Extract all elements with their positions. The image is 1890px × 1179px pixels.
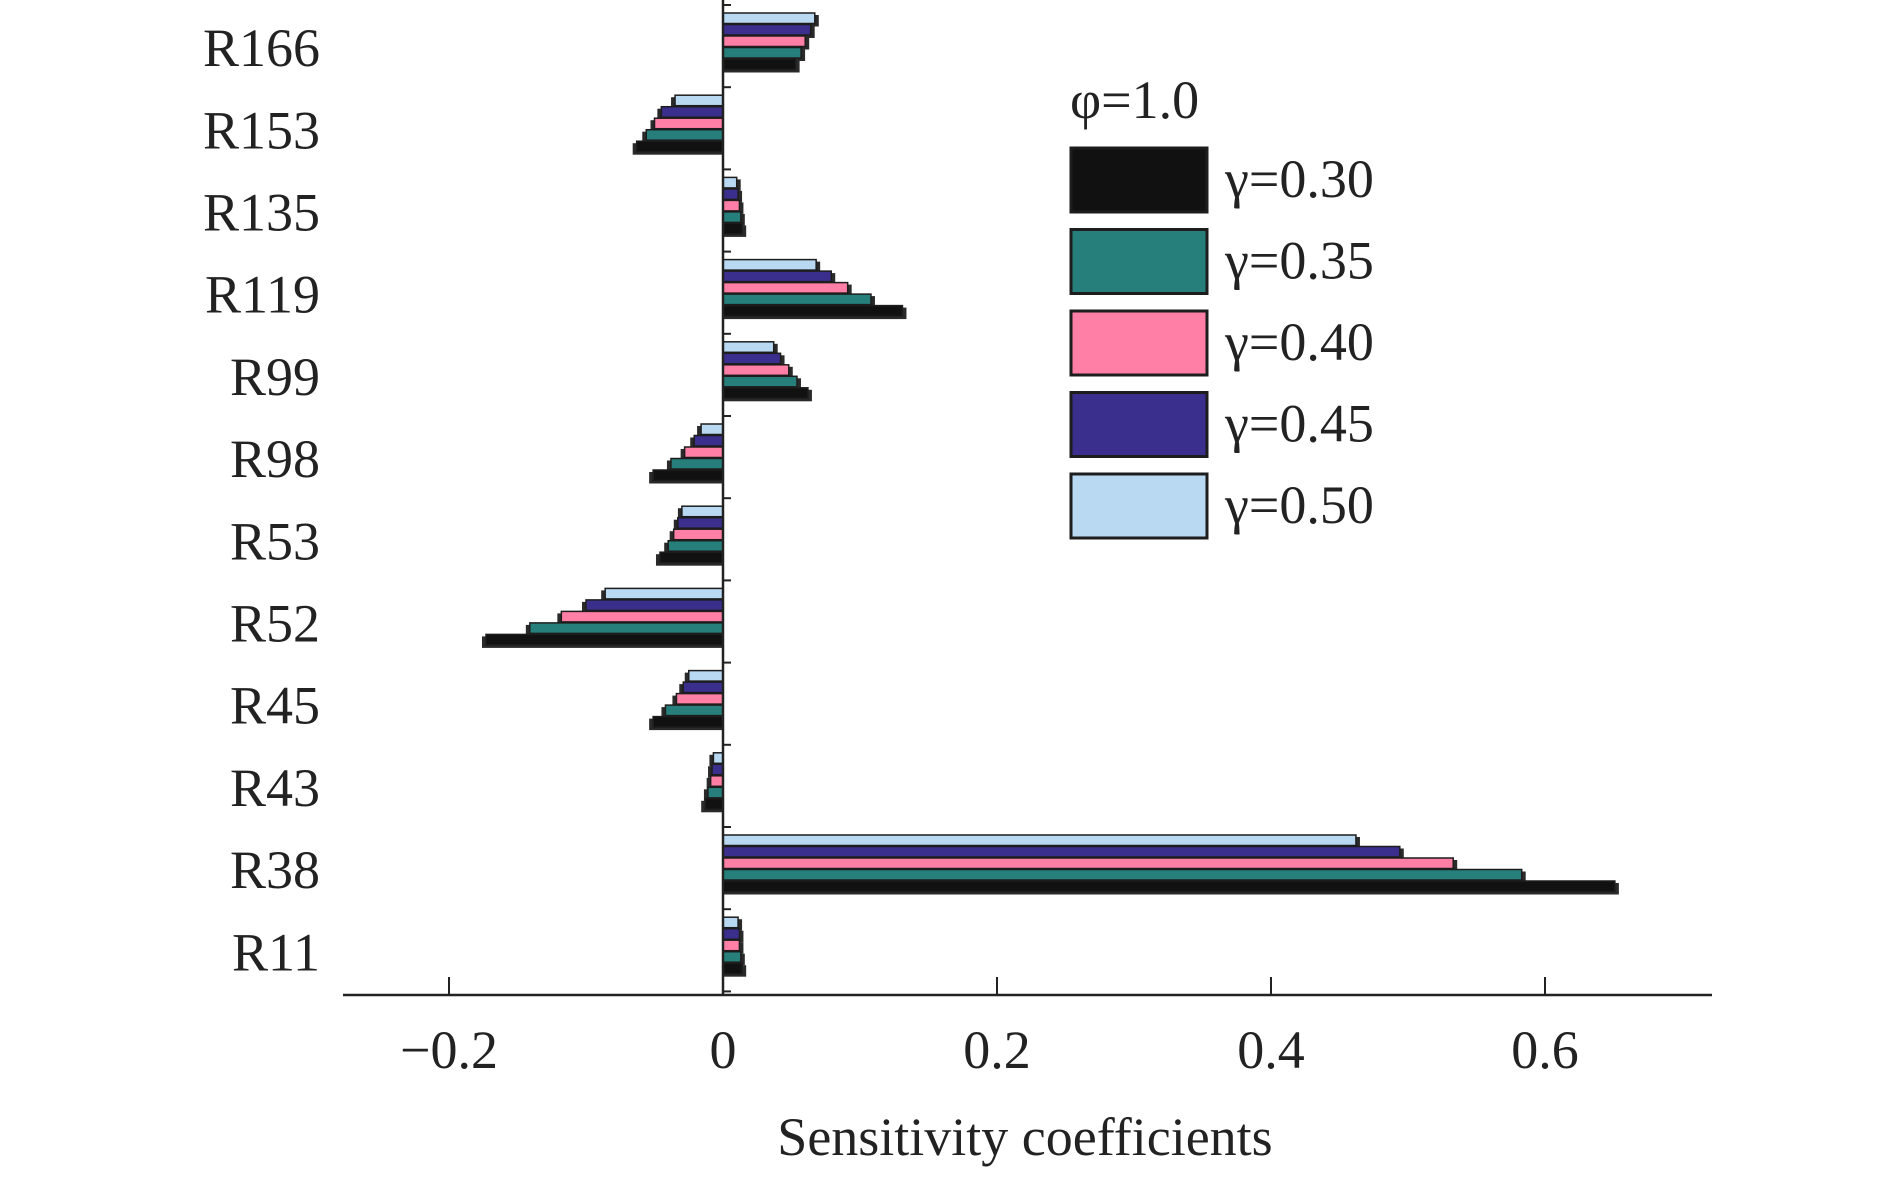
bar-R11-series-1 bbox=[722, 962, 743, 975]
legend-swatch-2 bbox=[1069, 228, 1209, 295]
x-tick-label: 0.6 bbox=[1511, 1020, 1579, 1080]
bar-R98-series-5 bbox=[700, 423, 724, 436]
bar-R153-series-5 bbox=[674, 94, 724, 107]
category-label: R11 bbox=[232, 922, 320, 982]
bar-R135-series-5 bbox=[722, 176, 738, 189]
legend: φ=1.0 γ=0.30 γ=0.35 γ=0.40 γ=0.45 γ=0.50 bbox=[1069, 70, 1374, 540]
category-label: R166 bbox=[203, 18, 320, 78]
bar-R98-series-1 bbox=[652, 469, 724, 482]
bar-R99-series-4 bbox=[722, 352, 782, 365]
category-labels: R166 R153 R135 R119 R99 R98 R53 R52 R45 R43 R38 R11 bbox=[203, 18, 320, 982]
x-tick-labels: −0.2 0 0.2 0.4 0.6 bbox=[400, 1020, 1579, 1080]
bar-R38-series-1 bbox=[722, 880, 1616, 893]
legend-swatch-1 bbox=[1069, 146, 1209, 214]
bar-R166-series-1 bbox=[722, 58, 797, 71]
category-label: R153 bbox=[203, 100, 320, 160]
bar-R43-series-2 bbox=[707, 786, 724, 799]
axes-group bbox=[343, 0, 1712, 997]
category-label: R43 bbox=[230, 758, 320, 818]
bar-R153-series-4 bbox=[660, 105, 724, 118]
bar-R119-series-3 bbox=[722, 281, 849, 294]
x-tick-label: 0.4 bbox=[1237, 1020, 1305, 1080]
category-label: R135 bbox=[203, 183, 320, 243]
bar-R45-series-1 bbox=[652, 715, 724, 728]
bar-R45-series-2 bbox=[664, 704, 724, 717]
x-tick-label: 0.2 bbox=[963, 1020, 1031, 1080]
legend-swatch-3 bbox=[1069, 309, 1209, 377]
legend-swatch-4 bbox=[1069, 391, 1209, 458]
bar-R153-series-3 bbox=[653, 117, 724, 130]
bar-R52-series-4 bbox=[585, 599, 724, 612]
bar-R52-series-5 bbox=[604, 587, 724, 600]
x-tick-label: 0 bbox=[710, 1020, 737, 1080]
category-label: R99 bbox=[230, 347, 320, 407]
bar-R53-series-4 bbox=[677, 516, 724, 529]
bar-R119-series-1 bbox=[722, 304, 904, 317]
bar-R135-series-2 bbox=[722, 211, 742, 224]
bar-R98-series-4 bbox=[693, 434, 724, 447]
bar-R11-series-5 bbox=[722, 916, 739, 929]
bar-R135-series-1 bbox=[722, 222, 743, 235]
bar-R43-series-1 bbox=[704, 798, 724, 811]
bar-R166-series-5 bbox=[722, 12, 816, 25]
bar-R98-series-3 bbox=[683, 446, 724, 459]
bars-group bbox=[481, 12, 1619, 977]
bar-R99-series-5 bbox=[722, 341, 775, 354]
legend-label-1: γ=0.30 bbox=[1224, 149, 1374, 209]
category-label: R53 bbox=[230, 511, 320, 571]
bar-R99-series-1 bbox=[722, 387, 809, 400]
bar-R135-series-4 bbox=[722, 188, 739, 201]
bar-R11-series-3 bbox=[722, 939, 741, 952]
bar-R135-series-3 bbox=[722, 199, 741, 212]
x-axis-label: Sensitivity coefficients bbox=[777, 1107, 1272, 1167]
bar-R119-series-4 bbox=[722, 270, 832, 283]
bar-R99-series-3 bbox=[722, 364, 790, 377]
bar-R43-series-5 bbox=[712, 752, 724, 765]
bar-R53-series-5 bbox=[681, 505, 724, 518]
bar-R38-series-2 bbox=[722, 868, 1523, 881]
x-tick-label: −0.2 bbox=[400, 1020, 498, 1080]
bar-R38-series-5 bbox=[722, 834, 1357, 847]
bar-R11-series-2 bbox=[722, 950, 742, 963]
bar-R99-series-2 bbox=[722, 375, 798, 388]
category-label: R45 bbox=[230, 676, 320, 736]
bar-R53-series-1 bbox=[659, 551, 724, 564]
category-label: R98 bbox=[230, 429, 320, 489]
bar-R43-series-3 bbox=[709, 775, 724, 788]
legend-label-3: γ=0.40 bbox=[1224, 312, 1374, 372]
bar-R11-series-4 bbox=[722, 927, 741, 940]
bar-R166-series-3 bbox=[722, 35, 806, 48]
bar-R166-series-4 bbox=[722, 23, 812, 36]
bar-R98-series-2 bbox=[670, 457, 724, 470]
legend-label-2: γ=0.35 bbox=[1224, 231, 1374, 291]
bar-R45-series-5 bbox=[688, 669, 724, 682]
category-label: R119 bbox=[205, 265, 320, 325]
legend-title: φ=1.0 bbox=[1070, 70, 1199, 130]
legend-label-5: γ=0.50 bbox=[1224, 475, 1374, 535]
bar-R53-series-3 bbox=[672, 528, 724, 541]
bar-R45-series-3 bbox=[675, 692, 724, 705]
category-label: R52 bbox=[230, 594, 320, 654]
bar-R45-series-4 bbox=[682, 681, 724, 694]
bar-R38-series-4 bbox=[722, 845, 1401, 858]
legend-label-4: γ=0.45 bbox=[1224, 394, 1374, 454]
bar-R119-series-2 bbox=[722, 293, 872, 306]
bar-R52-series-3 bbox=[560, 610, 724, 623]
bar-R52-series-1 bbox=[485, 633, 724, 646]
legend-swatch-5 bbox=[1069, 472, 1209, 540]
bar-R153-series-1 bbox=[635, 140, 724, 153]
bar-R53-series-2 bbox=[667, 539, 724, 552]
bar-R119-series-5 bbox=[722, 258, 817, 271]
bar-R153-series-2 bbox=[645, 128, 724, 141]
bar-R38-series-3 bbox=[722, 857, 1454, 870]
bar-R166-series-2 bbox=[722, 46, 802, 59]
bar-R43-series-4 bbox=[711, 763, 724, 776]
bar-R52-series-2 bbox=[529, 622, 724, 635]
category-label: R38 bbox=[230, 840, 320, 900]
